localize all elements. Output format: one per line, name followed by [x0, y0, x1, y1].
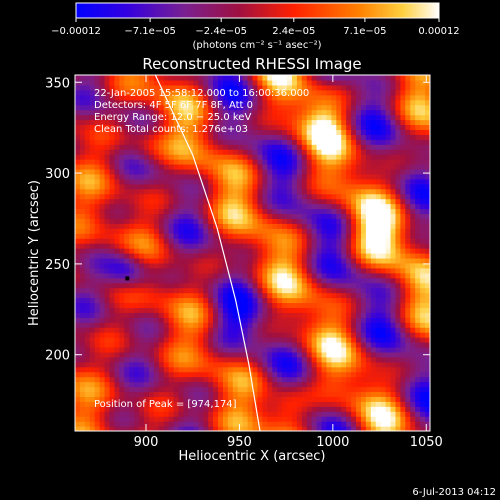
x-tick-label: 1050: [410, 435, 443, 450]
solar-limb-curve: [154, 75, 261, 431]
y-axis-label: Heliocentric Y (arcsec): [27, 180, 42, 326]
colorbar-unit: (photons cm⁻² s⁻¹ asec⁻²): [192, 40, 321, 51]
colorbar-tick-label: 7.1e−05: [343, 26, 386, 37]
colorbar-ticks: −0.00012 −7.1e−05 −2.4e−05 2.4e−05 7.1e−05 0.…: [51, 18, 460, 37]
annotation-counts: Clean Total counts: 1.276e+03: [94, 124, 248, 135]
axes: 900 950 1000 1050 200 250 300 350: [45, 75, 443, 450]
colorbar-tick-label: −2.4e−05: [195, 26, 247, 37]
x-tick-label: 900: [134, 435, 159, 450]
y-tick-label: 350: [45, 76, 70, 91]
colorbar-tick-label: 2.4e−05: [272, 26, 315, 37]
colorbar: [75, 2, 440, 19]
x-tick-label: 1000: [316, 435, 349, 450]
chart-title: Reconstructed RHESSI Image: [142, 55, 361, 73]
x-axis-label: Heliocentric X (arcsec): [179, 449, 326, 464]
colorbar-tick-label: −7.1e−05: [124, 26, 176, 37]
heatmap-image: [75, 75, 430, 431]
annotation-energy-range: Energy Range: 12.0 − 25.0 keV: [94, 112, 251, 123]
minimum-marker: [125, 276, 130, 281]
annotation-detectors: Detectors: 4F 5F 6F 7F 8F, Att 0: [94, 100, 253, 111]
y-tick-label: 200: [45, 349, 70, 364]
colorbar-tick-label: −0.00012: [51, 26, 101, 37]
footer-date: 6-Jul-2013 04:12: [412, 487, 496, 498]
colorbar-tick-label: 0.00012: [418, 26, 459, 37]
annotation-peak-position: Position of Peak = [974,174]: [94, 399, 237, 410]
y-tick-label: 250: [45, 258, 70, 273]
annotation-time-range: 22-Jan-2005 15:58:12.000 to 16:00:36.000: [94, 88, 309, 99]
plot-frame: [74, 74, 431, 432]
y-tick-label: 300: [45, 167, 70, 182]
x-tick-label: 950: [227, 435, 252, 450]
